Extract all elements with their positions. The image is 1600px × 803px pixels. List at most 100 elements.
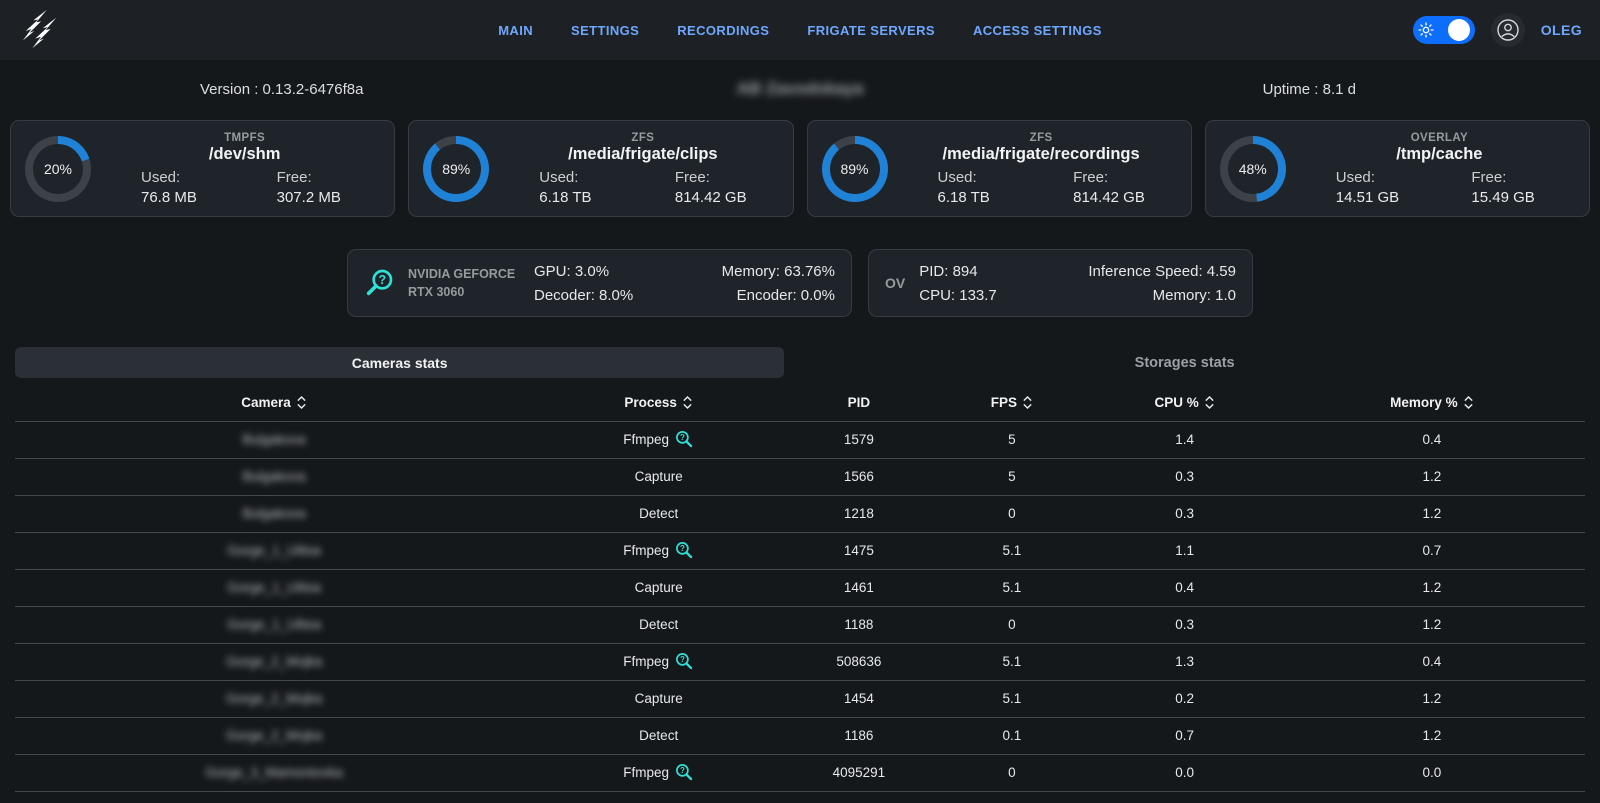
username-label[interactable]: OLEG <box>1540 22 1582 38</box>
process-name: Capture <box>634 580 683 595</box>
column-header-memory[interactable]: Memory % <box>1279 384 1585 421</box>
process-name: Ffmpeg <box>623 765 670 780</box>
theme-toggle[interactable] <box>1412 16 1475 44</box>
table-row: Gorge_2_Mojka Capture ? 1454 5.1 0.2 1.2 <box>15 680 1585 717</box>
ffmpeg-inspect-icon[interactable]: ? <box>675 763 694 782</box>
column-header-camera[interactable]: Camera <box>15 384 533 421</box>
camera-name-redacted: Gorge_3_Mamontovka <box>205 765 343 780</box>
gpu-memory: Memory: 63.76% <box>721 262 835 280</box>
uptime-label: Uptime : 8.1 d <box>1262 80 1356 98</box>
user-avatar[interactable] <box>1490 13 1525 47</box>
sun-icon <box>1418 22 1434 38</box>
process-name: Detect <box>639 506 679 521</box>
camera-name-redacted: Gorge_1_Ulitsa <box>227 617 321 632</box>
camera-name-redacted: Gorge_2_Mojka <box>226 691 323 706</box>
used-value: 76.8 MB <box>141 188 197 206</box>
process-name: Detect <box>639 617 679 632</box>
pid-value: 1475 <box>843 543 874 558</box>
ffmpeg-inspect-icon[interactable]: ? <box>675 430 694 449</box>
free-value: 814.42 GB <box>1073 188 1145 206</box>
person-icon <box>1497 19 1519 41</box>
mount-path: /media/frigate/clips <box>568 144 718 163</box>
detector-card: OV PID: 894 Inference Speed: 4.59 CPU: 1… <box>868 249 1253 317</box>
free-label: Free: <box>1073 168 1109 186</box>
donut-percent-label: 89% <box>829 143 880 194</box>
fps-value: 5.1 <box>1002 580 1022 595</box>
mount-path: /media/frigate/recordings <box>942 144 1140 163</box>
process-name: Ffmpeg <box>623 432 670 447</box>
cpu-value: 0.3 <box>1175 506 1194 521</box>
camera-name-redacted: Gorge_1_Ulitsa <box>227 580 321 595</box>
sort-icon <box>297 395 306 409</box>
fps-value: 5.1 <box>1002 543 1022 558</box>
process-name: Ffmpeg <box>623 543 670 558</box>
used-label: Used: <box>539 168 579 186</box>
camera-name-redacted: Gorge_2_Mojka <box>226 654 323 669</box>
table-row: Bulgakova Capture ? 1566 5 0.3 1.2 <box>15 458 1585 495</box>
camera-name-redacted: Bulgakova <box>242 506 306 521</box>
pid-value: 1579 <box>843 432 874 447</box>
cpu-value: 1.1 <box>1175 543 1194 558</box>
fps-value: 5 <box>1008 469 1016 484</box>
process-name: Ffmpeg <box>623 654 670 669</box>
gpu-encoder: Encoder: 0.0% <box>736 286 835 304</box>
memory-value: 1.2 <box>1422 469 1442 484</box>
fs-type-label: OVERLAY <box>1410 131 1469 144</box>
frigate-logo-icon[interactable] <box>18 8 64 52</box>
tab-cameras-stats[interactable]: Cameras stats <box>15 347 785 378</box>
usage-donut: 89% <box>423 135 490 202</box>
ffmpeg-inspect-icon[interactable]: ? <box>675 652 694 671</box>
memory-value: 0.0 <box>1422 765 1442 780</box>
gpu-name: NVIDIA GEFORCE RTX 3060 <box>408 266 516 299</box>
mount-path: /dev/shm <box>208 144 281 163</box>
table-row: Bulgakova Ffmpeg ? 1579 5 1.4 0.4 <box>15 421 1585 458</box>
used-label: Used: <box>1335 168 1375 186</box>
memory-value: 1.2 <box>1422 617 1442 632</box>
detector-name: OV <box>885 275 906 291</box>
camera-name-redacted: Bulgakova <box>242 469 306 484</box>
nav-item-frigate-servers[interactable]: FRIGATE SERVERS <box>807 22 935 38</box>
column-header-process[interactable]: Process <box>533 384 784 421</box>
column-header-cpu[interactable]: CPU % <box>1090 384 1278 421</box>
cpu-value: 0.7 <box>1175 728 1194 743</box>
storage-card-tmpfs: 20% TMPFS /dev/shm Used: 76.8 MB Free: 3… <box>10 120 396 217</box>
sort-icon <box>1205 395 1214 409</box>
svg-text:?: ? <box>680 655 685 664</box>
gpu-card: ? NVIDIA GEFORCE RTX 3060 GPU: 3.0% Memo… <box>347 249 852 317</box>
storage-cards-row: 20% TMPFS /dev/shm Used: 76.8 MB Free: 3… <box>10 120 1590 217</box>
svg-text:?: ? <box>680 766 685 775</box>
usage-donut: 20% <box>25 135 91 202</box>
column-header-fps[interactable]: FPS <box>933 384 1090 421</box>
camera-name-redacted: Bulgakova <box>242 432 306 447</box>
ffmpeg-inspect-icon[interactable]: ? <box>675 541 694 560</box>
pid-value: 4095291 <box>832 765 886 780</box>
nav-item-settings[interactable]: SETTINGS <box>571 22 640 38</box>
gpu-inspect-icon[interactable]: ? <box>364 268 394 298</box>
cpu-value: 0.3 <box>1175 617 1194 632</box>
pid-value: 1461 <box>843 580 874 595</box>
process-name: Capture <box>634 691 683 706</box>
tab-storages-stats[interactable]: Storages stats <box>1134 354 1235 371</box>
cpu-value: 0.2 <box>1175 691 1194 706</box>
free-value: 15.49 GB <box>1471 188 1535 206</box>
donut-percent-label: 89% <box>431 143 482 194</box>
svg-text:?: ? <box>680 433 685 442</box>
memory-value: 0.4 <box>1422 432 1442 447</box>
pid-value: 508636 <box>836 654 882 669</box>
storage-card-clips: 89% ZFS /media/frigate/clips Used: 6.18 … <box>408 120 794 217</box>
fs-type-label: TMPFS <box>224 131 266 144</box>
fps-value: 0 <box>1008 617 1016 632</box>
nav-item-recordings[interactable]: RECORDINGS <box>677 22 770 38</box>
usage-donut: 89% <box>821 135 888 202</box>
nav-item-access-settings[interactable]: ACCESS SETTINGS <box>972 22 1102 38</box>
svg-text:?: ? <box>379 273 387 287</box>
table-row: Gorge_1_Ulitsa Detect ? 1188 0 0.3 1.2 <box>15 606 1585 643</box>
sort-icon <box>683 395 692 409</box>
stats-table-body: Bulgakova Ffmpeg ? 1579 5 1.4 0.4 Bulgak… <box>15 421 1585 791</box>
memory-value: 1.2 <box>1422 506 1442 521</box>
camera-name-redacted: Gorge_2_Mojka <box>226 728 323 743</box>
sort-icon <box>1463 395 1473 409</box>
memory-value: 1.2 <box>1422 580 1442 595</box>
used-label: Used: <box>937 168 977 186</box>
nav-item-main[interactable]: MAIN <box>498 22 534 38</box>
